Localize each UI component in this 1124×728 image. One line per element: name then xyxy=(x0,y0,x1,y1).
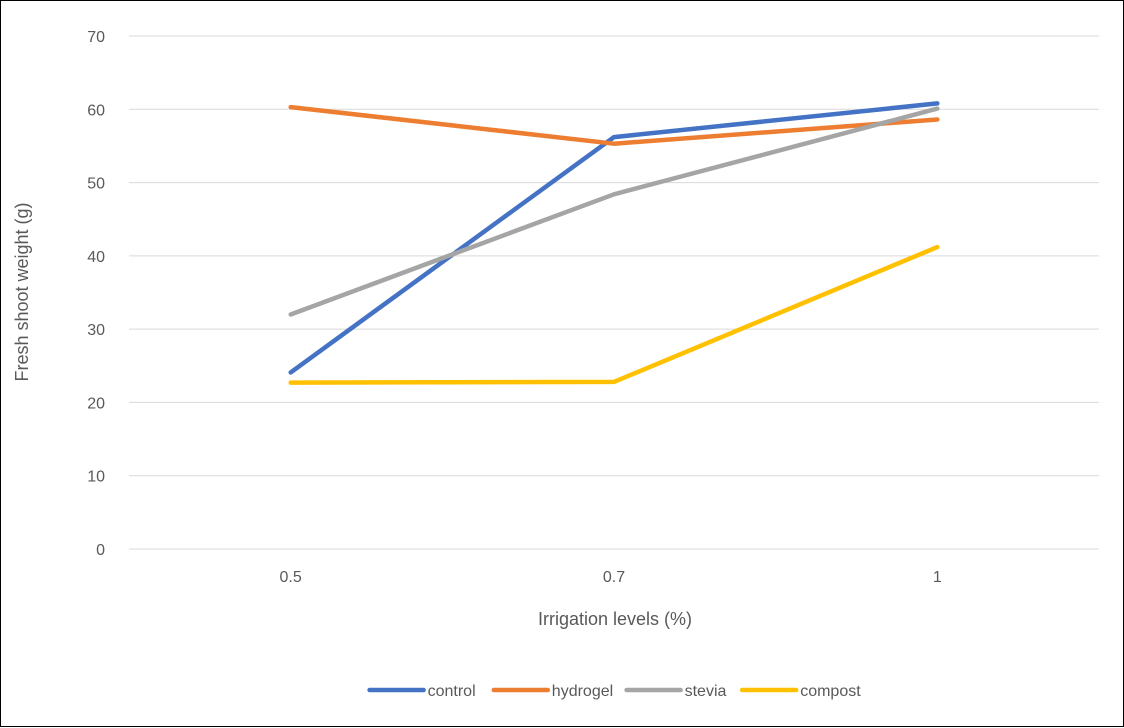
x-tick-label: 1 xyxy=(933,569,942,586)
series-line-compost xyxy=(288,244,940,385)
legend-label-hydrogel: hydrogel xyxy=(552,683,613,700)
series-lines xyxy=(288,101,940,385)
legend-label-control: control xyxy=(428,683,476,700)
series-line-hydrogel xyxy=(288,104,940,146)
y-tick-label: 20 xyxy=(87,395,105,412)
y-tick-label: 40 xyxy=(87,249,105,266)
y-axis-title: Fresh shoot weight (g) xyxy=(12,202,32,381)
series-line-control xyxy=(288,101,940,375)
x-axis-tick-labels: 0.5 0.7 1 xyxy=(280,569,942,586)
x-tick-label: 0.5 xyxy=(280,569,302,586)
y-tick-label: 0 xyxy=(96,542,105,559)
legend-label-stevia: stevia xyxy=(685,683,727,700)
series-line-stevia xyxy=(288,106,940,317)
y-tick-label: 60 xyxy=(87,102,105,119)
legend: control hydrogel stevia compost xyxy=(367,683,861,700)
x-axis-title: Irrigation levels (%) xyxy=(538,609,692,629)
y-tick-label: 10 xyxy=(87,469,105,486)
y-axis-tick-labels: 0 10 20 30 40 50 60 70 xyxy=(87,29,105,559)
x-tick-label: 0.7 xyxy=(603,569,625,586)
y-tick-label: 70 xyxy=(87,29,105,46)
legend-label-compost: compost xyxy=(800,683,861,700)
y-tick-label: 30 xyxy=(87,322,105,339)
y-tick-label: 50 xyxy=(87,176,105,193)
gridlines xyxy=(129,35,1099,550)
